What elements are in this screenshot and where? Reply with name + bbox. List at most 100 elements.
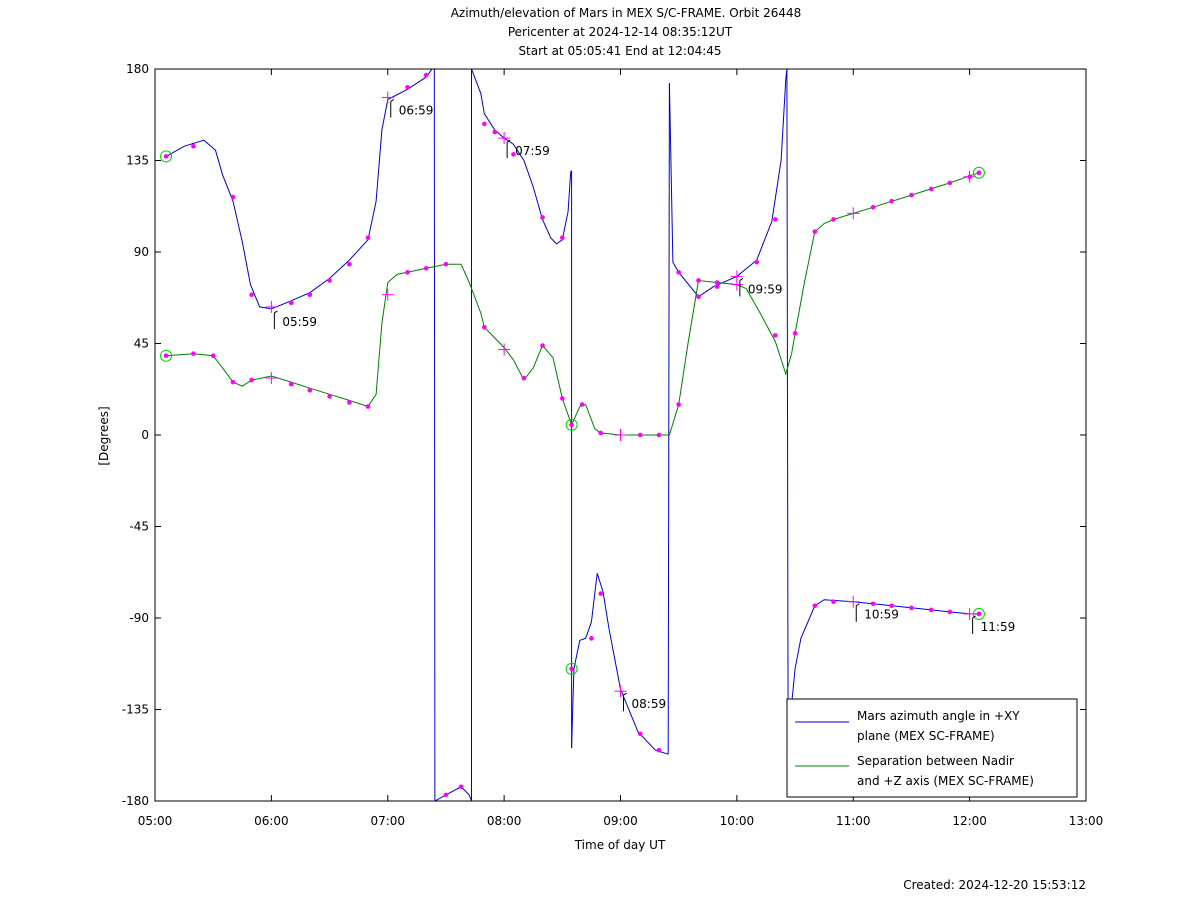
data-point-dot xyxy=(249,292,254,298)
data-point-dot xyxy=(347,400,352,405)
data-point-dot xyxy=(327,278,332,283)
series-line xyxy=(166,172,980,436)
data-point-plus xyxy=(730,278,743,291)
data-point-dot xyxy=(569,666,574,672)
series-line xyxy=(786,68,789,741)
data-point-dot xyxy=(812,603,818,609)
data-point-dot xyxy=(230,379,236,385)
time-annotation: 09:59 xyxy=(739,277,782,297)
legend-label-azimuth-line1: Mars azimuth angle in +XY xyxy=(857,709,1020,723)
data-point-plus xyxy=(381,91,394,104)
data-point-dot xyxy=(230,194,236,200)
data-point-dot xyxy=(347,261,352,267)
data-point-dot xyxy=(928,607,934,613)
data-point-dot xyxy=(589,636,594,641)
data-point-circle xyxy=(972,166,985,179)
x-tick-label: 08:00 xyxy=(487,814,522,828)
series-line xyxy=(471,68,572,245)
data-point-dot xyxy=(365,404,371,409)
data-point-dot xyxy=(870,601,876,607)
x-tick-label: 07:00 xyxy=(370,814,405,828)
series-line xyxy=(165,68,433,310)
data-point-dot xyxy=(443,261,449,267)
legend-label-separation-line1: Separation between Nadir xyxy=(857,754,1014,768)
data-point-dot xyxy=(637,731,643,737)
data-point-plus xyxy=(847,207,860,220)
data-point-dot xyxy=(482,121,487,127)
data-point-dot xyxy=(792,331,798,336)
data-point-dot xyxy=(443,792,449,798)
y-tick-label: -90 xyxy=(129,611,149,625)
data-point-plus xyxy=(498,132,511,145)
series-line xyxy=(434,786,472,802)
time-annotation: 07:59 xyxy=(506,139,550,159)
legend-box xyxy=(786,698,1078,798)
x-tick-label: 05:00 xyxy=(138,814,173,828)
data-point-dot xyxy=(976,170,982,175)
chart-title: Azimuth/elevation of Mars in MEX S/C-FRA… xyxy=(451,6,802,20)
series-line xyxy=(433,68,436,802)
data-point-dot xyxy=(492,129,498,135)
data-point-dot xyxy=(772,217,778,222)
data-point-dot xyxy=(889,198,894,204)
data-point-dot xyxy=(947,180,953,186)
data-point-plus xyxy=(614,685,627,698)
data-point-dot xyxy=(540,343,545,348)
data-point-dot xyxy=(365,235,371,241)
x-tick-label: 10:00 xyxy=(720,814,755,828)
data-point-dot xyxy=(656,432,662,438)
data-point-plus xyxy=(963,170,976,183)
data-point-dot xyxy=(569,422,574,428)
x-axis-label: Time of day UT xyxy=(574,838,666,852)
x-tick-label: 13:00 xyxy=(1069,814,1104,828)
y-tick-label: -180 xyxy=(122,794,149,808)
data-point-dot xyxy=(405,85,410,90)
y-tick-label: 45 xyxy=(134,337,149,351)
data-point-dot xyxy=(772,333,778,338)
data-point-dot xyxy=(909,192,914,198)
data-point-dot xyxy=(656,747,662,753)
data-point-dot xyxy=(210,353,216,359)
series-line xyxy=(787,599,979,741)
svg-text:06:59: 06:59 xyxy=(399,103,434,117)
chart-subtitle-start-end: Start at 05:05:41 End at 12:04:45 xyxy=(518,44,721,58)
data-point-dot xyxy=(163,154,169,159)
svg-text:11:59: 11:59 xyxy=(981,620,1016,634)
data-point-dot xyxy=(521,375,527,381)
data-point-plus xyxy=(265,372,278,385)
created-footer: Created: 2024-12-20 15:53:12 xyxy=(903,878,1086,892)
data-point-dot xyxy=(598,430,604,436)
data-point-dot xyxy=(307,387,313,393)
y-tick-label: 180 xyxy=(126,62,149,76)
data-point-dot xyxy=(870,204,876,210)
data-point-dot xyxy=(288,300,294,306)
marker-layer xyxy=(160,72,985,798)
svg-text:05:59: 05:59 xyxy=(282,315,317,329)
data-point-dot xyxy=(696,294,701,300)
data-point-dot xyxy=(831,217,836,222)
data-point-circle xyxy=(972,607,985,620)
svg-text:07:59: 07:59 xyxy=(515,144,550,158)
time-annotation: 06:59 xyxy=(390,99,434,118)
series-line xyxy=(571,573,669,755)
data-point-dot xyxy=(598,591,604,596)
chart-subtitle-pericenter: Pericenter at 2024-12-14 08:35:12UT xyxy=(508,25,733,39)
data-point-dot xyxy=(676,270,681,275)
series-line xyxy=(668,68,788,298)
data-point-dot xyxy=(714,284,720,289)
data-point-dot xyxy=(249,377,254,383)
data-point-dot xyxy=(458,784,464,790)
data-point-dot xyxy=(307,292,313,298)
data-point-dot xyxy=(831,599,836,605)
time-annotation: 10:59 xyxy=(855,603,899,622)
data-point-plus xyxy=(265,300,278,313)
annotation-layer: 05:59 06:59 07:59 08:59 09:59 10:59 11:59 xyxy=(273,99,1016,712)
data-point-circle xyxy=(160,150,173,163)
svg-text:10:59: 10:59 xyxy=(864,608,899,622)
data-point-dot xyxy=(812,229,818,234)
data-point-dot xyxy=(163,353,169,359)
y-tick-label: -135 xyxy=(122,703,149,717)
data-point-plus xyxy=(498,343,511,356)
legend-label-separation-line2: and +Z axis (MEX SC-FRAME) xyxy=(857,774,1034,788)
